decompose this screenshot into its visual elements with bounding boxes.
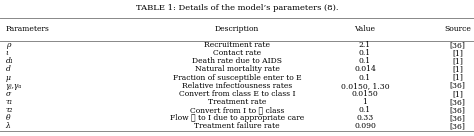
Text: Convert from class E to class I: Convert from class E to class I	[179, 90, 295, 98]
Text: 0.090: 0.090	[354, 123, 376, 130]
Text: τ₂: τ₂	[6, 106, 13, 114]
Text: 0.1: 0.1	[359, 49, 371, 57]
Text: [36]: [36]	[449, 123, 465, 130]
Text: [1]: [1]	[452, 74, 463, 81]
Text: Parameters: Parameters	[6, 25, 50, 33]
Text: [36]: [36]	[449, 41, 465, 49]
Text: Contact rate: Contact rate	[213, 49, 261, 57]
Text: Recruitment rate: Recruitment rate	[204, 41, 270, 49]
Text: d: d	[6, 65, 10, 73]
Text: Treatment rate: Treatment rate	[208, 98, 266, 106]
Text: γⱼ,γₐ: γⱼ,γₐ	[6, 82, 22, 90]
Text: 2.1: 2.1	[359, 41, 371, 49]
Text: [1]: [1]	[452, 49, 463, 57]
Text: Description: Description	[215, 25, 259, 33]
Text: [1]: [1]	[452, 90, 463, 98]
Text: Fraction of susceptible enter to E: Fraction of susceptible enter to E	[173, 74, 301, 81]
Text: d₁: d₁	[6, 57, 14, 65]
Text: 0.014: 0.014	[354, 65, 376, 73]
Text: 0.1: 0.1	[359, 57, 371, 65]
Text: 1: 1	[363, 98, 367, 106]
Text: [36]: [36]	[449, 106, 465, 114]
Text: Convert from I to 𝒜 class: Convert from I to 𝒜 class	[190, 106, 284, 114]
Text: [36]: [36]	[449, 114, 465, 122]
Text: λ: λ	[6, 123, 10, 130]
Text: 0.33: 0.33	[356, 114, 374, 122]
Text: Value: Value	[355, 25, 375, 33]
Text: [1]: [1]	[452, 57, 463, 65]
Text: 0.1: 0.1	[359, 106, 371, 114]
Text: σ: σ	[6, 90, 11, 98]
Text: μ: μ	[6, 74, 11, 81]
Text: Natural mortality rate: Natural mortality rate	[194, 65, 280, 73]
Text: Treatment failure rate: Treatment failure rate	[194, 123, 280, 130]
Text: 0.1: 0.1	[359, 74, 371, 81]
Text: ι: ι	[6, 49, 9, 57]
Text: [36]: [36]	[449, 98, 465, 106]
Text: τ₁: τ₁	[6, 98, 13, 106]
Text: [36]: [36]	[449, 82, 465, 90]
Text: ρ: ρ	[6, 41, 10, 49]
Text: Relative infectiousness rates: Relative infectiousness rates	[182, 82, 292, 90]
Text: 0.0150, 1.30: 0.0150, 1.30	[341, 82, 389, 90]
Text: θ: θ	[6, 114, 10, 122]
Text: 0.0150: 0.0150	[352, 90, 378, 98]
Text: Death rate due to AIDS: Death rate due to AIDS	[192, 57, 282, 65]
Text: Source: Source	[444, 25, 471, 33]
Text: TABLE 1: Details of the model’s parameters (8).: TABLE 1: Details of the model’s paramete…	[136, 4, 338, 12]
Text: Flow 𝒜 to I due to appropriate care: Flow 𝒜 to I due to appropriate care	[170, 114, 304, 122]
Text: [1]: [1]	[452, 65, 463, 73]
